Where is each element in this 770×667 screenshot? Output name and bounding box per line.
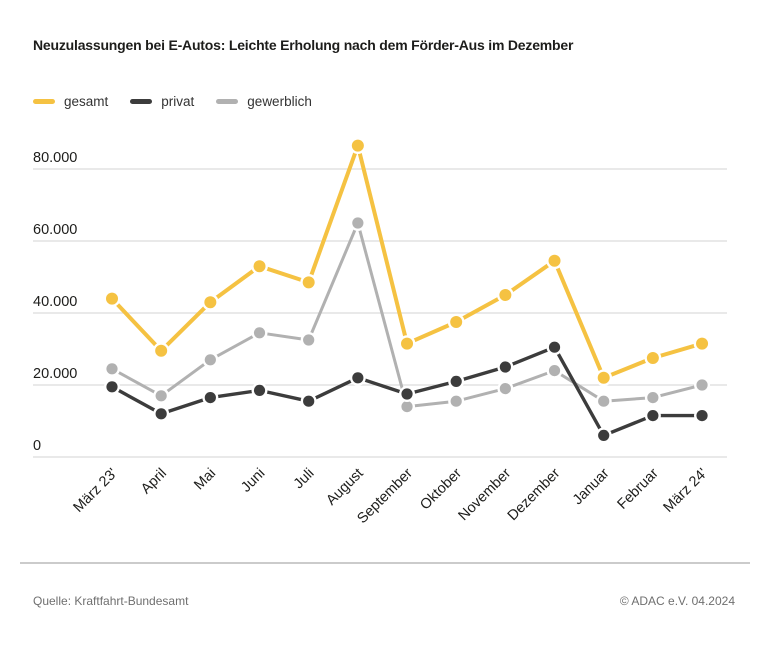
data-point-gesamt — [155, 344, 168, 357]
footer-divider — [20, 562, 750, 564]
copyright-text: © ADAC e.V. 04.2024 — [619, 594, 735, 608]
y-tick-label: 40.000 — [33, 294, 77, 310]
data-point-gewerblich — [204, 354, 216, 366]
data-point-gewerblich — [548, 365, 561, 377]
legend-label-privat: privat — [161, 94, 195, 109]
source-text: Quelle: Kraftfahrt-Bundesamt — [33, 594, 189, 608]
legend-swatch-gewerblich — [216, 99, 239, 104]
x-tick-label: August — [323, 466, 366, 509]
data-point-gesamt — [450, 316, 463, 328]
data-point-gesamt — [106, 292, 118, 305]
data-point-privat — [155, 408, 167, 420]
data-point-gewerblich — [598, 395, 610, 407]
data-point-privat — [352, 372, 364, 384]
x-tick-label: Dezember — [505, 465, 564, 524]
data-point-gewerblich — [401, 401, 413, 413]
data-point-privat — [598, 429, 610, 441]
x-tick-label: Februar — [614, 465, 661, 512]
data-point-gesamt — [646, 352, 659, 364]
x-tick-label: Januar — [570, 465, 613, 508]
data-point-gewerblich — [253, 327, 266, 339]
data-point-gewerblich — [696, 379, 708, 391]
x-tick-label: März 24' — [661, 465, 711, 515]
x-tick-label: April — [138, 466, 170, 498]
legend-item-gewerblich: gewerblich — [216, 94, 312, 109]
data-point-gesamt — [548, 254, 561, 267]
data-point-gesamt — [204, 296, 217, 309]
chart-title: Neuzulassungen bei E-Autos: Leichte Erho… — [33, 37, 574, 53]
data-point-gewerblich — [106, 363, 118, 375]
data-point-gesamt — [351, 139, 364, 152]
legend-item-gesamt: gesamt — [33, 94, 108, 109]
legend-swatch-gesamt — [33, 99, 55, 104]
data-point-gesamt — [696, 337, 709, 350]
y-tick-label: 0 — [33, 438, 41, 454]
data-point-gewerblich — [647, 392, 659, 404]
data-point-gewerblich — [499, 383, 511, 395]
x-tick-label: März 23' — [71, 465, 121, 515]
y-tick-label: 80.000 — [33, 150, 77, 166]
data-point-gewerblich — [450, 395, 462, 407]
legend-label-gewerblich: gewerblich — [247, 94, 312, 109]
y-tick-label: 60.000 — [33, 222, 77, 238]
x-tick-label: Juli — [291, 466, 318, 493]
data-point-privat — [499, 361, 511, 373]
x-tick-label: Juni — [238, 466, 268, 496]
y-tick-label: 20.000 — [33, 366, 77, 382]
data-point-gesamt — [597, 371, 610, 384]
data-point-gesamt — [253, 260, 266, 273]
data-point-privat — [204, 392, 216, 404]
series-line-gewerblich — [110, 221, 704, 409]
x-tick-label: November — [456, 465, 515, 524]
legend-swatch-privat — [130, 99, 153, 104]
legend-item-privat: privat — [130, 94, 194, 109]
data-point-privat — [450, 375, 462, 387]
legend-label-gesamt: gesamt — [64, 94, 109, 109]
x-tick-label: Mai — [191, 466, 219, 494]
legend: gesamt privat gewerblich — [33, 94, 312, 109]
data-point-privat — [647, 410, 659, 422]
data-point-privat — [303, 395, 315, 407]
data-point-privat — [548, 341, 561, 353]
data-point-privat — [253, 384, 266, 396]
data-point-gewerblich — [303, 334, 315, 346]
data-point-privat — [696, 410, 708, 422]
data-point-gewerblich — [352, 217, 364, 229]
data-point-gesamt — [499, 289, 512, 301]
data-point-gesamt — [401, 337, 414, 350]
data-point-gewerblich — [155, 390, 167, 402]
data-point-gesamt — [302, 276, 315, 289]
x-tick-label: Oktober — [417, 465, 465, 513]
data-point-privat — [401, 388, 413, 400]
data-point-privat — [106, 381, 118, 393]
